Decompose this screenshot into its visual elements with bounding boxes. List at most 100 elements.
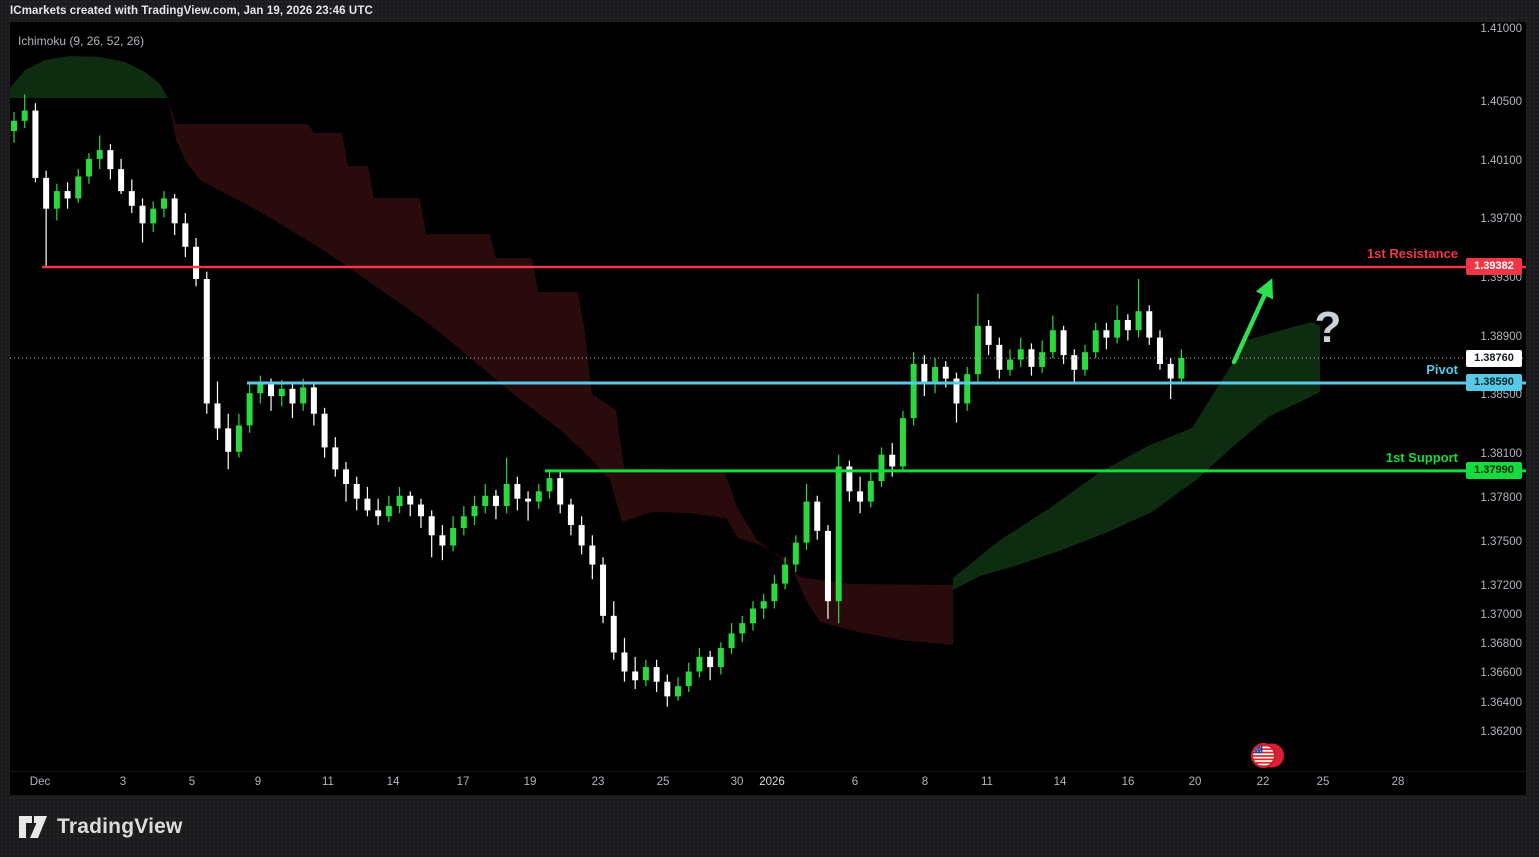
candle-up	[792, 542, 799, 565]
candle-down	[343, 469, 350, 485]
candle-up	[1039, 352, 1046, 367]
candle-down	[1060, 330, 1067, 356]
price-axis-label: 1.38900	[1480, 330, 1522, 343]
candle-down	[942, 366, 949, 379]
ichimoku-bull-cloud-right	[953, 322, 1320, 590]
price-axis-label: 1.37500	[1480, 535, 1522, 548]
time-axis-label: 22	[1256, 776, 1270, 788]
indicator-legend-ichimoku[interactable]: Ichimoku (9, 26, 52, 26)	[18, 34, 145, 48]
time-axis-label: 20	[1188, 776, 1202, 788]
time-axis-label: 30	[730, 776, 744, 788]
candlestick-series	[11, 94, 1185, 707]
ichimoku-cloud-layer	[10, 56, 1320, 645]
candle-down	[1028, 349, 1035, 367]
candle-up	[53, 191, 60, 209]
candle-down	[225, 428, 232, 452]
candle-down	[557, 478, 564, 505]
candle-down	[621, 652, 628, 672]
level-label-pivot: Pivot	[1426, 361, 1458, 377]
candle-up	[771, 583, 778, 602]
price-level-lines	[10, 265, 1526, 473]
time-axis-label: 2026	[759, 776, 785, 788]
candle-up	[685, 671, 692, 687]
candle-down	[1071, 355, 1078, 370]
tradingview-logo-icon	[19, 816, 47, 838]
candle-up	[385, 505, 392, 517]
time-axis-label: 28	[1391, 776, 1405, 788]
time-axis-label: 6	[851, 776, 859, 788]
candle-up	[749, 608, 756, 624]
price-badge-resistance: 1.39382	[1466, 258, 1522, 276]
candle-up	[150, 208, 157, 224]
candle-up	[396, 495, 403, 506]
candle-up	[1049, 330, 1056, 353]
price-axis-label: 1.36600	[1480, 667, 1522, 680]
candle-up	[246, 393, 253, 426]
price-axis-label: 1.37200	[1480, 579, 1522, 592]
time-axis-label: 9	[254, 776, 262, 788]
candle-down	[514, 484, 521, 499]
price-badge-support: 1.37990	[1466, 462, 1522, 480]
time-axis-label: 11	[322, 776, 334, 788]
candle-down	[203, 278, 210, 404]
chart-attribution-bar: ICmarkets created with TradingView.com, …	[0, 0, 1539, 22]
candle-up	[1007, 359, 1014, 370]
chart-attribution-text: ICmarkets created with TradingView.com, …	[10, 5, 373, 17]
candle-up	[964, 374, 971, 404]
time-axis-label: 14	[1053, 776, 1067, 788]
candle-down	[953, 378, 960, 404]
candle-up	[85, 158, 92, 177]
candle-down	[128, 191, 135, 206]
candle-down	[1146, 311, 1153, 338]
level-label-support: 1st Support	[1385, 449, 1458, 465]
candle-down	[921, 363, 928, 385]
candle-up	[160, 198, 167, 209]
candle-up	[75, 176, 82, 199]
tradingview-watermark[interactable]: TradingView	[18, 810, 183, 844]
price-axis-label: 1.37000	[1480, 608, 1522, 621]
candle-up	[21, 110, 28, 121]
price-axis-label: 1.38100	[1480, 447, 1522, 460]
price-badge-pivot: 1.38590	[1466, 374, 1522, 392]
candle-up	[675, 686, 682, 697]
candle-down	[525, 498, 532, 502]
chart-canvas-background[interactable]	[10, 22, 1526, 795]
price-chart-canvas[interactable]	[10, 22, 1526, 771]
candle-up	[96, 150, 103, 159]
candle-up	[1114, 319, 1121, 338]
candle-up	[1092, 330, 1099, 353]
candle-down	[1156, 337, 1163, 364]
candle-up	[1135, 311, 1142, 331]
candle-down	[578, 525, 585, 546]
candle-down	[417, 504, 424, 517]
candle-down	[43, 177, 50, 209]
candle-up	[471, 505, 478, 517]
candle-down	[610, 615, 617, 653]
candle-up	[278, 388, 285, 397]
candle-down	[321, 413, 328, 448]
candle-up	[257, 384, 264, 394]
tradingview-logo-text: TradingView	[57, 815, 183, 838]
candle-up	[803, 501, 810, 543]
candle-up	[535, 491, 542, 502]
candle-up	[932, 366, 939, 385]
candle-down	[107, 150, 114, 170]
candle-up	[460, 516, 467, 528]
candle-down	[1167, 363, 1174, 379]
candle-up	[739, 623, 746, 634]
candle-down	[985, 325, 992, 345]
time-axis-label: 17	[456, 776, 470, 788]
candle-up	[1082, 352, 1088, 370]
price-axis-label: 1.40500	[1480, 96, 1522, 109]
candle-down	[814, 501, 821, 531]
price-axis-label: 1.39700	[1480, 213, 1522, 226]
candle-down	[1124, 319, 1131, 331]
candle-down	[664, 681, 671, 697]
candle-up	[503, 484, 510, 506]
price-badge-current: 1.38760	[1466, 349, 1522, 367]
price-axis-label: 1.36800	[1480, 638, 1522, 651]
time-axis-label: Dec	[29, 776, 51, 788]
candle-up	[974, 325, 981, 375]
candle-up	[867, 481, 874, 502]
